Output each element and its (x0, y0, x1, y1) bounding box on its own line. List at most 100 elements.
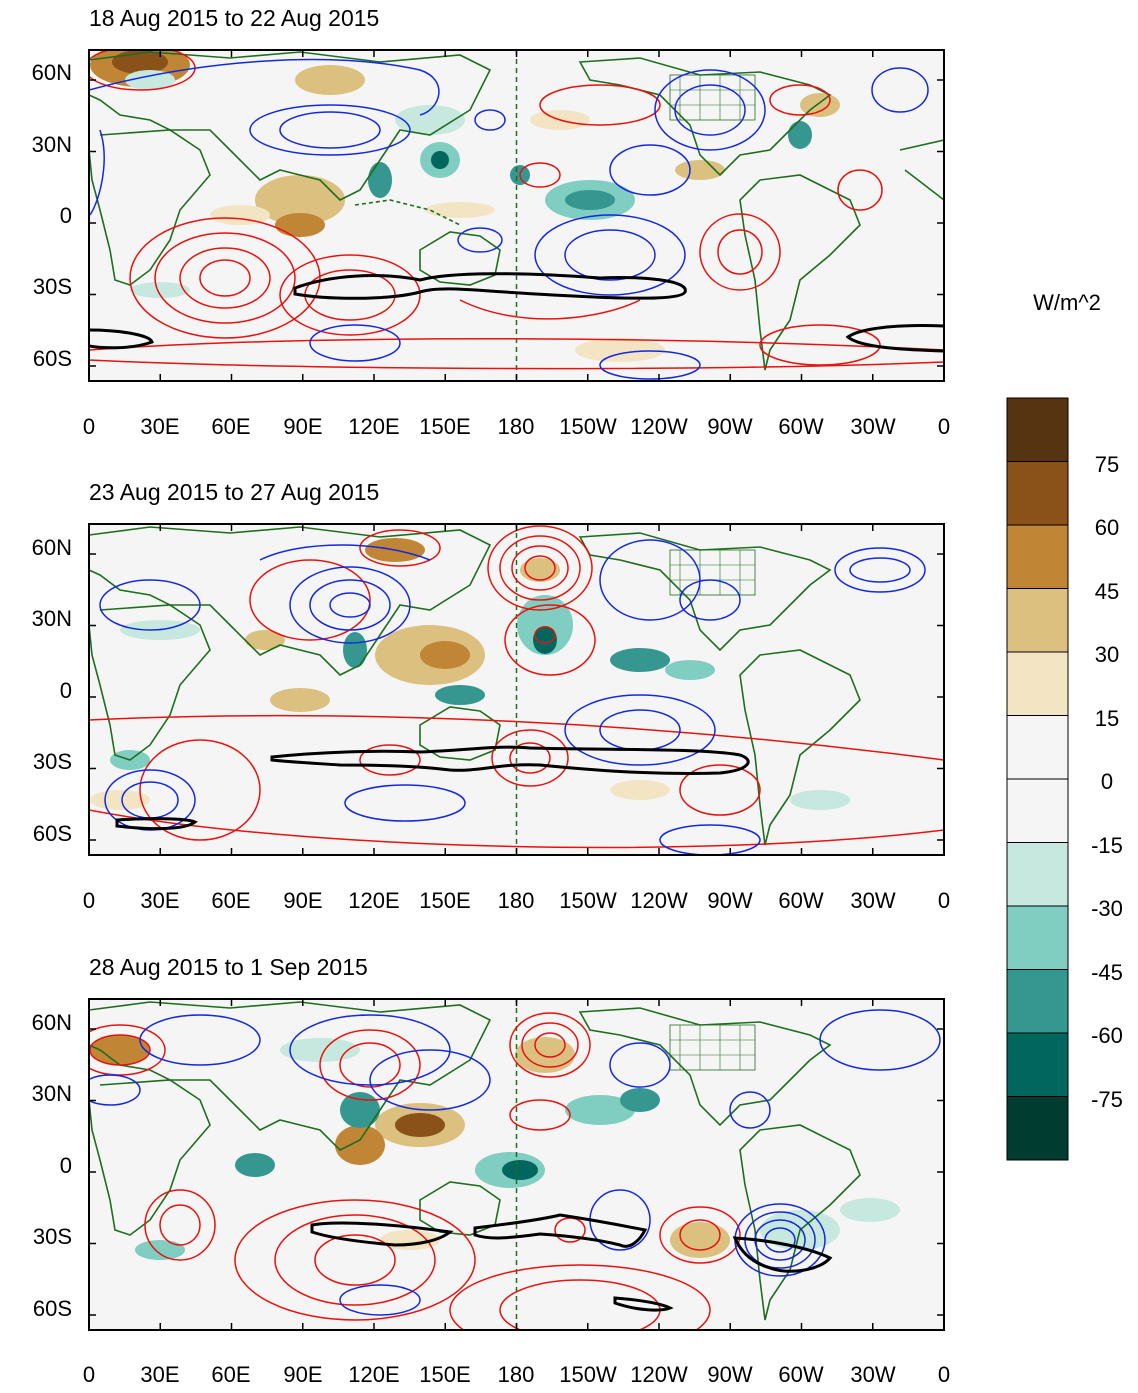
lon-label: 60E (211, 414, 250, 439)
lon-label: 30W (850, 1362, 895, 1387)
lon-label: 150W (559, 888, 617, 913)
lat-label: 30N (32, 606, 72, 631)
panel-1-title: 18 Aug 2015 to 22 Aug 2015 (89, 5, 379, 31)
lon-label: 30W (850, 888, 895, 913)
colorbar-boxes (1006, 397, 1069, 1161)
lat-label: 0 (60, 203, 72, 228)
positive-contours (89, 525, 944, 849)
colorbar-label: -45 (1091, 960, 1123, 985)
lon-label: 0 (83, 1362, 95, 1387)
panel-2-lon-labels: 0 30E 60E 90E 120E 150E 180 150W 120W 90… (83, 888, 950, 913)
lon-label: 90E (283, 414, 322, 439)
lon-label: 120W (630, 414, 688, 439)
lon-label: 150W (559, 414, 617, 439)
jet-contours (310, 1213, 833, 1312)
lat-label: 30S (33, 749, 72, 774)
lon-label: 0 (938, 888, 950, 913)
panel-3-ticks (88, 999, 945, 1330)
map-panel-1: 18 Aug 2015 to 22 Aug 2015 (32, 5, 950, 439)
map-panel-3: 28 Aug 2015 to 1 Sep 2015 (32, 954, 950, 1387)
lon-label: 0 (83, 414, 95, 439)
lon-label: 120E (348, 414, 399, 439)
panel-1-lat-labels: 60N 30N 0 30S 60S (32, 60, 72, 371)
colorbar-label: -60 (1091, 1023, 1123, 1048)
colorbar-box (1006, 842, 1069, 907)
colorbar-label: -15 (1091, 833, 1123, 858)
colorbar-box (1006, 397, 1069, 462)
colorbar-label: -75 (1091, 1087, 1123, 1112)
continents (89, 51, 944, 371)
lon-label: 120W (630, 888, 688, 913)
colorbar-box (1006, 651, 1069, 716)
lat-label: 30N (32, 1081, 72, 1106)
lon-label: 150E (419, 888, 470, 913)
lat-label: 60S (33, 1296, 72, 1321)
lon-label: 120E (348, 1362, 399, 1387)
lon-label: 150E (419, 1362, 470, 1387)
jet-contours (115, 745, 750, 831)
lon-label: 60E (211, 1362, 250, 1387)
lon-label: 90E (283, 888, 322, 913)
colorbar-labels: 75 60 45 30 15 0 -15 -30 -45 -60 -75 (1091, 452, 1123, 1112)
colorbar-box (1006, 461, 1069, 526)
lon-label: 90W (707, 414, 752, 439)
lon-label: 120E (348, 888, 399, 913)
colorbar-label: 60 (1095, 515, 1119, 540)
lon-label: 30W (850, 414, 895, 439)
olr-anomaly-shading (90, 538, 850, 810)
colorbar-label: -30 (1091, 896, 1123, 921)
lon-label: 30E (140, 1362, 179, 1387)
lat-label: 30S (33, 274, 72, 299)
panel-2-lat-labels: 60N 30N 0 30S 60S (32, 535, 72, 846)
lon-label: 60W (778, 1362, 823, 1387)
colorbar-label: 45 (1095, 579, 1119, 604)
panel-2-ticks (88, 524, 945, 855)
lon-label: 90E (283, 1362, 322, 1387)
lon-label: 180 (498, 888, 535, 913)
lon-label: 60W (778, 888, 823, 913)
colorbar-box (1006, 588, 1069, 653)
lat-label: 60N (32, 60, 72, 85)
continents (89, 1001, 861, 1321)
colorbar-label: 30 (1095, 642, 1119, 667)
lon-label: 150W (559, 1362, 617, 1387)
lon-label: 0 (938, 1362, 950, 1387)
colorbar-box (1006, 778, 1069, 843)
lat-label: 60N (32, 1010, 72, 1035)
colorbar-label: 15 (1095, 706, 1119, 731)
continents (89, 526, 861, 846)
lon-label: 90W (707, 888, 752, 913)
panel-1-lon-labels: 0 30E 60E 90E 120E 150E 180 150W 120W 90… (83, 414, 950, 439)
lon-label: 0 (83, 888, 95, 913)
colorbar-box (1006, 969, 1069, 1034)
negative-contours (89, 58, 929, 380)
map-panel-2: 23 Aug 2015 to 27 Aug 2015 (32, 479, 950, 913)
colorbar-box (1006, 524, 1069, 589)
lat-label: 0 (60, 678, 72, 703)
lon-label: 0 (938, 414, 950, 439)
panel-3-lon-labels: 0 30E 60E 90E 120E 150E 180 150W 120W 90… (83, 1362, 950, 1387)
colorbar-box (1006, 905, 1069, 970)
colorbar-units: W/m^2 (1033, 290, 1101, 315)
negative-contours (89, 1009, 941, 1316)
lon-label: 60W (778, 414, 823, 439)
panel-1-ticks (88, 50, 945, 381)
lon-label: 180 (498, 1362, 535, 1387)
lat-label: 60S (33, 821, 72, 846)
lat-label: 30S (33, 1224, 72, 1249)
lat-label: 30N (32, 132, 72, 157)
lon-label: 30E (140, 888, 179, 913)
colorbar-box (1006, 1032, 1069, 1097)
lat-label: 60S (33, 346, 72, 371)
colorbar: W/m^2 75 60 45 30 15 0 -15 -30 -45 -60 -… (1006, 290, 1123, 1161)
colorbar-box (1006, 715, 1069, 780)
colorbar-label: 0 (1101, 769, 1113, 794)
panel-2-title: 23 Aug 2015 to 27 Aug 2015 (89, 479, 379, 505)
lon-label: 180 (498, 414, 535, 439)
lon-label: 60E (211, 888, 250, 913)
colorbar-label: 75 (1095, 452, 1119, 477)
lon-label: 120W (630, 1362, 688, 1387)
panel-3-title: 28 Aug 2015 to 1 Sep 2015 (89, 954, 368, 980)
lon-label: 90W (707, 1362, 752, 1387)
lat-label: 60N (32, 535, 72, 560)
